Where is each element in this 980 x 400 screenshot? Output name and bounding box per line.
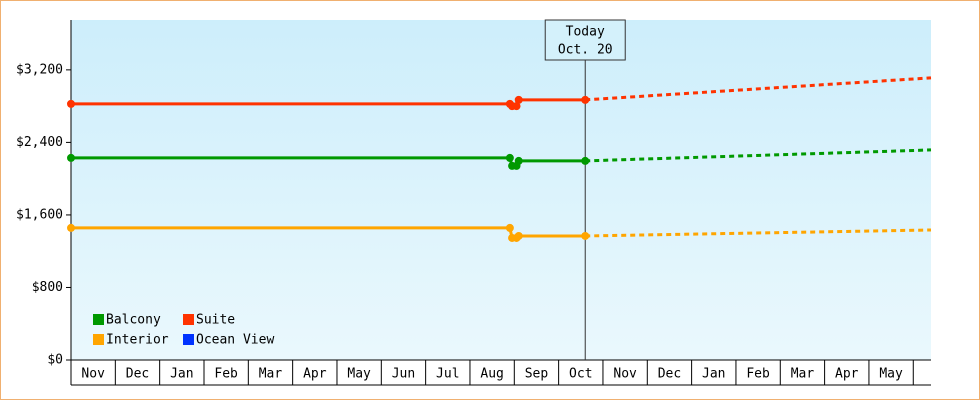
x-tick-label: Sep [525, 367, 549, 382]
x-tick-label: Jun [392, 367, 415, 382]
y-tick-label: $3,200 [16, 62, 63, 77]
x-tick-label: Mar [259, 367, 283, 382]
x-tick-label: Mar [791, 367, 815, 382]
point [505, 153, 514, 162]
forecast-line [585, 76, 932, 102]
x-tick-label: May [347, 367, 371, 382]
point [514, 231, 523, 240]
y-tick-label: $1,600 [16, 207, 63, 222]
x-tick-label: Dec [126, 367, 149, 382]
forecast-line [585, 148, 932, 163]
x-tick-label: Feb [214, 367, 238, 382]
point [581, 231, 590, 240]
point [512, 102, 521, 111]
x-tick-label: Nov [81, 367, 105, 382]
y-tick-label: $800 [32, 280, 63, 295]
forecast-line [585, 228, 932, 238]
legend-swatch [183, 314, 194, 325]
point [581, 156, 590, 165]
point [514, 95, 523, 104]
x-tick-label: Jul [436, 367, 459, 382]
x-tick-label: Oct [569, 367, 592, 382]
y-tick-label: $0 [47, 353, 63, 368]
x-tick-label: Jan [702, 367, 725, 382]
point [581, 95, 590, 104]
legend-swatch [93, 314, 104, 325]
x-tick-label: Aug [480, 367, 503, 382]
point [67, 99, 75, 108]
x-tick-label: Apr [835, 367, 859, 382]
legend-label: Balcony [106, 313, 161, 328]
point [505, 223, 514, 232]
point [67, 223, 75, 232]
point [514, 156, 523, 165]
x-tick-label: Nov [613, 367, 637, 382]
today-box [544, 19, 626, 61]
x-tick-label: Apr [303, 367, 327, 382]
x-tick-label: Jan [170, 367, 193, 382]
legend-label: Suite [196, 313, 235, 328]
legend-label: Interior [106, 333, 169, 348]
y-tick-label: $2,400 [16, 135, 63, 150]
plot-area [71, 20, 931, 360]
x-tick-label: Dec [658, 367, 681, 382]
today-date: Oct. 20 [558, 43, 613, 58]
x-tick-label: Feb [746, 367, 770, 382]
legend-swatch [183, 334, 194, 345]
point [67, 153, 75, 162]
x-tick-label: May [879, 367, 903, 382]
today-label: Today [566, 25, 605, 40]
legend-swatch [93, 334, 104, 345]
legend-label: Ocean View [196, 333, 274, 348]
